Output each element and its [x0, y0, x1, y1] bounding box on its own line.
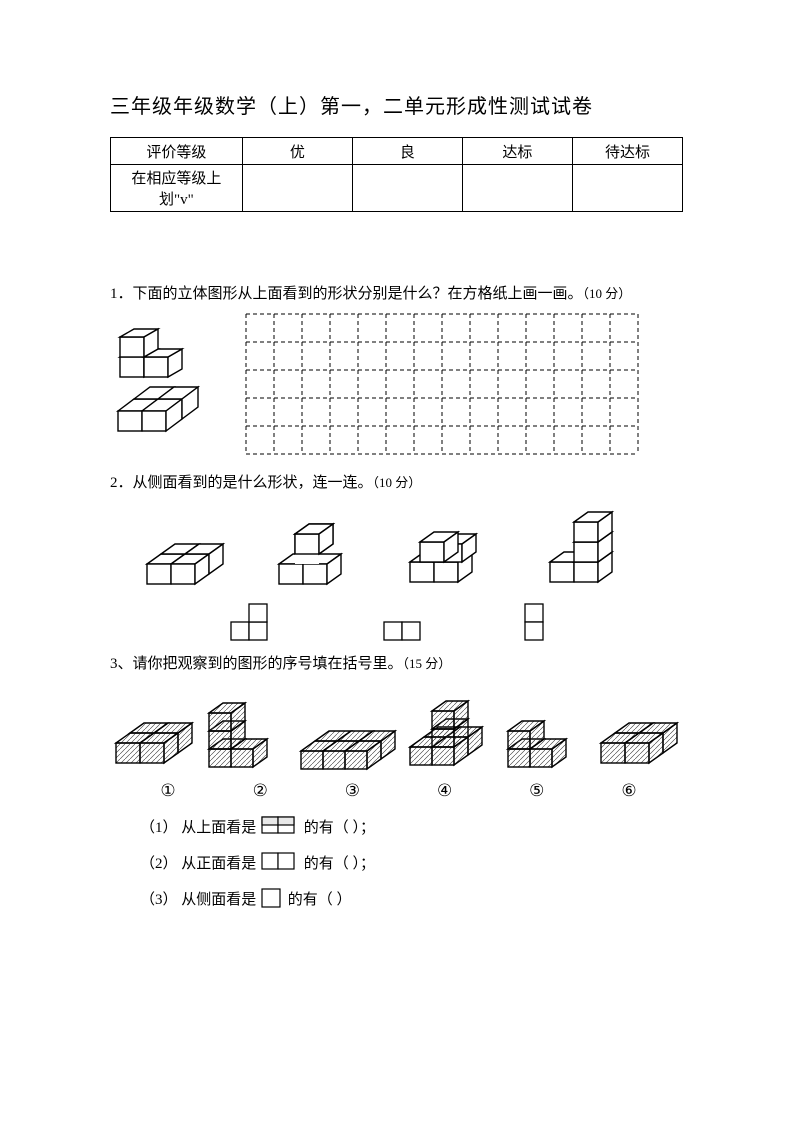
- q3-shape-6: [595, 709, 683, 777]
- page: 三年级年级数学（上）第一，二单元形成性测试试卷 评价等级 优 良 达标 待达标 …: [0, 0, 793, 1122]
- grade-cell[interactable]: [242, 165, 352, 212]
- table-row: 在相应等级上 划"v": [111, 165, 683, 212]
- q3-main: 3、请你把观察到的图形的序号填在括号里。: [110, 656, 403, 672]
- q1-main: 1．下面的立体图形从上面看到的形状分别是什么？在方格纸上画一画。: [110, 286, 583, 302]
- q2-shape-a: [141, 524, 231, 594]
- q3-shapes-row: [110, 685, 683, 777]
- q3-shape-5: [500, 695, 592, 777]
- grade-col: 优: [242, 138, 352, 165]
- grade-mark-line1: 在相应等级上: [131, 171, 221, 187]
- q3-shape-2: [201, 685, 293, 777]
- grade-cell[interactable]: [462, 165, 572, 212]
- q3-sub1b: 的有（ ）；: [304, 820, 375, 836]
- q3-sub3a: （3） 从侧面看是: [140, 892, 256, 908]
- q2-flat-row: [180, 600, 593, 644]
- q3-label: ⑤: [493, 781, 581, 801]
- q2-flat-domino: [380, 618, 428, 644]
- q1-grid: [245, 313, 683, 455]
- inline-shape-top: [260, 815, 300, 837]
- q3-label: ①: [124, 781, 212, 801]
- q1-figures: [110, 313, 245, 441]
- dotted-grid[interactable]: [245, 313, 639, 455]
- q2-flat-l: [227, 600, 287, 644]
- inline-shape-front: [260, 851, 300, 873]
- q3-label: ②: [216, 781, 304, 801]
- q1-fig1: [110, 313, 200, 383]
- q3-label: ③: [308, 781, 396, 801]
- grade-mark-label: 在相应等级上 划"v": [111, 165, 243, 212]
- q3-sub1: （1） 从上面看是 的有（ ）；: [140, 815, 683, 837]
- q3-sub2b: 的有（ ）；: [304, 856, 375, 872]
- grade-cell[interactable]: [572, 165, 682, 212]
- q3-text: 3、请你把观察到的图形的序号填在括号里。（15 分）: [110, 652, 683, 673]
- q3-shape-4: [404, 685, 496, 777]
- grade-mark-line2: 划"v": [159, 192, 194, 208]
- q3-number-labels: ① ② ③ ④ ⑤ ⑥: [124, 781, 673, 801]
- q3-sub3b: 的有（ ）: [288, 892, 352, 908]
- grade-col: 待达标: [572, 138, 682, 165]
- grade-col: 达标: [462, 138, 572, 165]
- inline-shape-side: [260, 887, 284, 909]
- q3-sub2a: （2） 从正面看是: [140, 856, 256, 872]
- q1-text: 1．下面的立体图形从上面看到的形状分别是什么？在方格纸上画一画。（10 分）: [110, 282, 683, 303]
- q3-sub3: （3） 从侧面看是 的有（ ）: [140, 887, 683, 909]
- q1-row: [110, 313, 683, 455]
- q2-main: 2．从侧面看到的是什么形状，连一连。: [110, 475, 373, 491]
- exam-title: 三年级年级数学（上）第一，二单元形成性测试试卷: [110, 90, 683, 119]
- q2-cubes-row: [120, 506, 653, 594]
- q3-label: ④: [401, 781, 489, 801]
- table-row: 评价等级 优 良 达标 待达标: [111, 138, 683, 165]
- q1-fig2: [110, 383, 210, 441]
- q2-points: （10 分）: [373, 475, 422, 490]
- grade-col: 良: [352, 138, 462, 165]
- q3-shape-3: [297, 719, 401, 777]
- q3-sub1a: （1） 从上面看是: [140, 820, 256, 836]
- grade-table: 评价等级 优 良 达标 待达标 在相应等级上 划"v": [110, 137, 683, 212]
- q2-shape-c: [404, 506, 500, 594]
- q2-text: 2．从侧面看到的是什么形状，连一连。（10 分）: [110, 471, 683, 492]
- grade-header-label: 评价等级: [111, 138, 243, 165]
- grade-cell[interactable]: [352, 165, 462, 212]
- q2-shape-d: [542, 506, 632, 594]
- q3-shape-1: [110, 709, 198, 777]
- q2-flat-vert: [521, 600, 547, 644]
- q3-sub2: （2） 从正面看是 的有（ ）；: [140, 851, 683, 873]
- q3-label: ⑥: [585, 781, 673, 801]
- q1-points: （10 分）: [583, 286, 632, 301]
- q2-shape-b: [273, 506, 363, 594]
- q3-points: （15 分）: [403, 656, 452, 671]
